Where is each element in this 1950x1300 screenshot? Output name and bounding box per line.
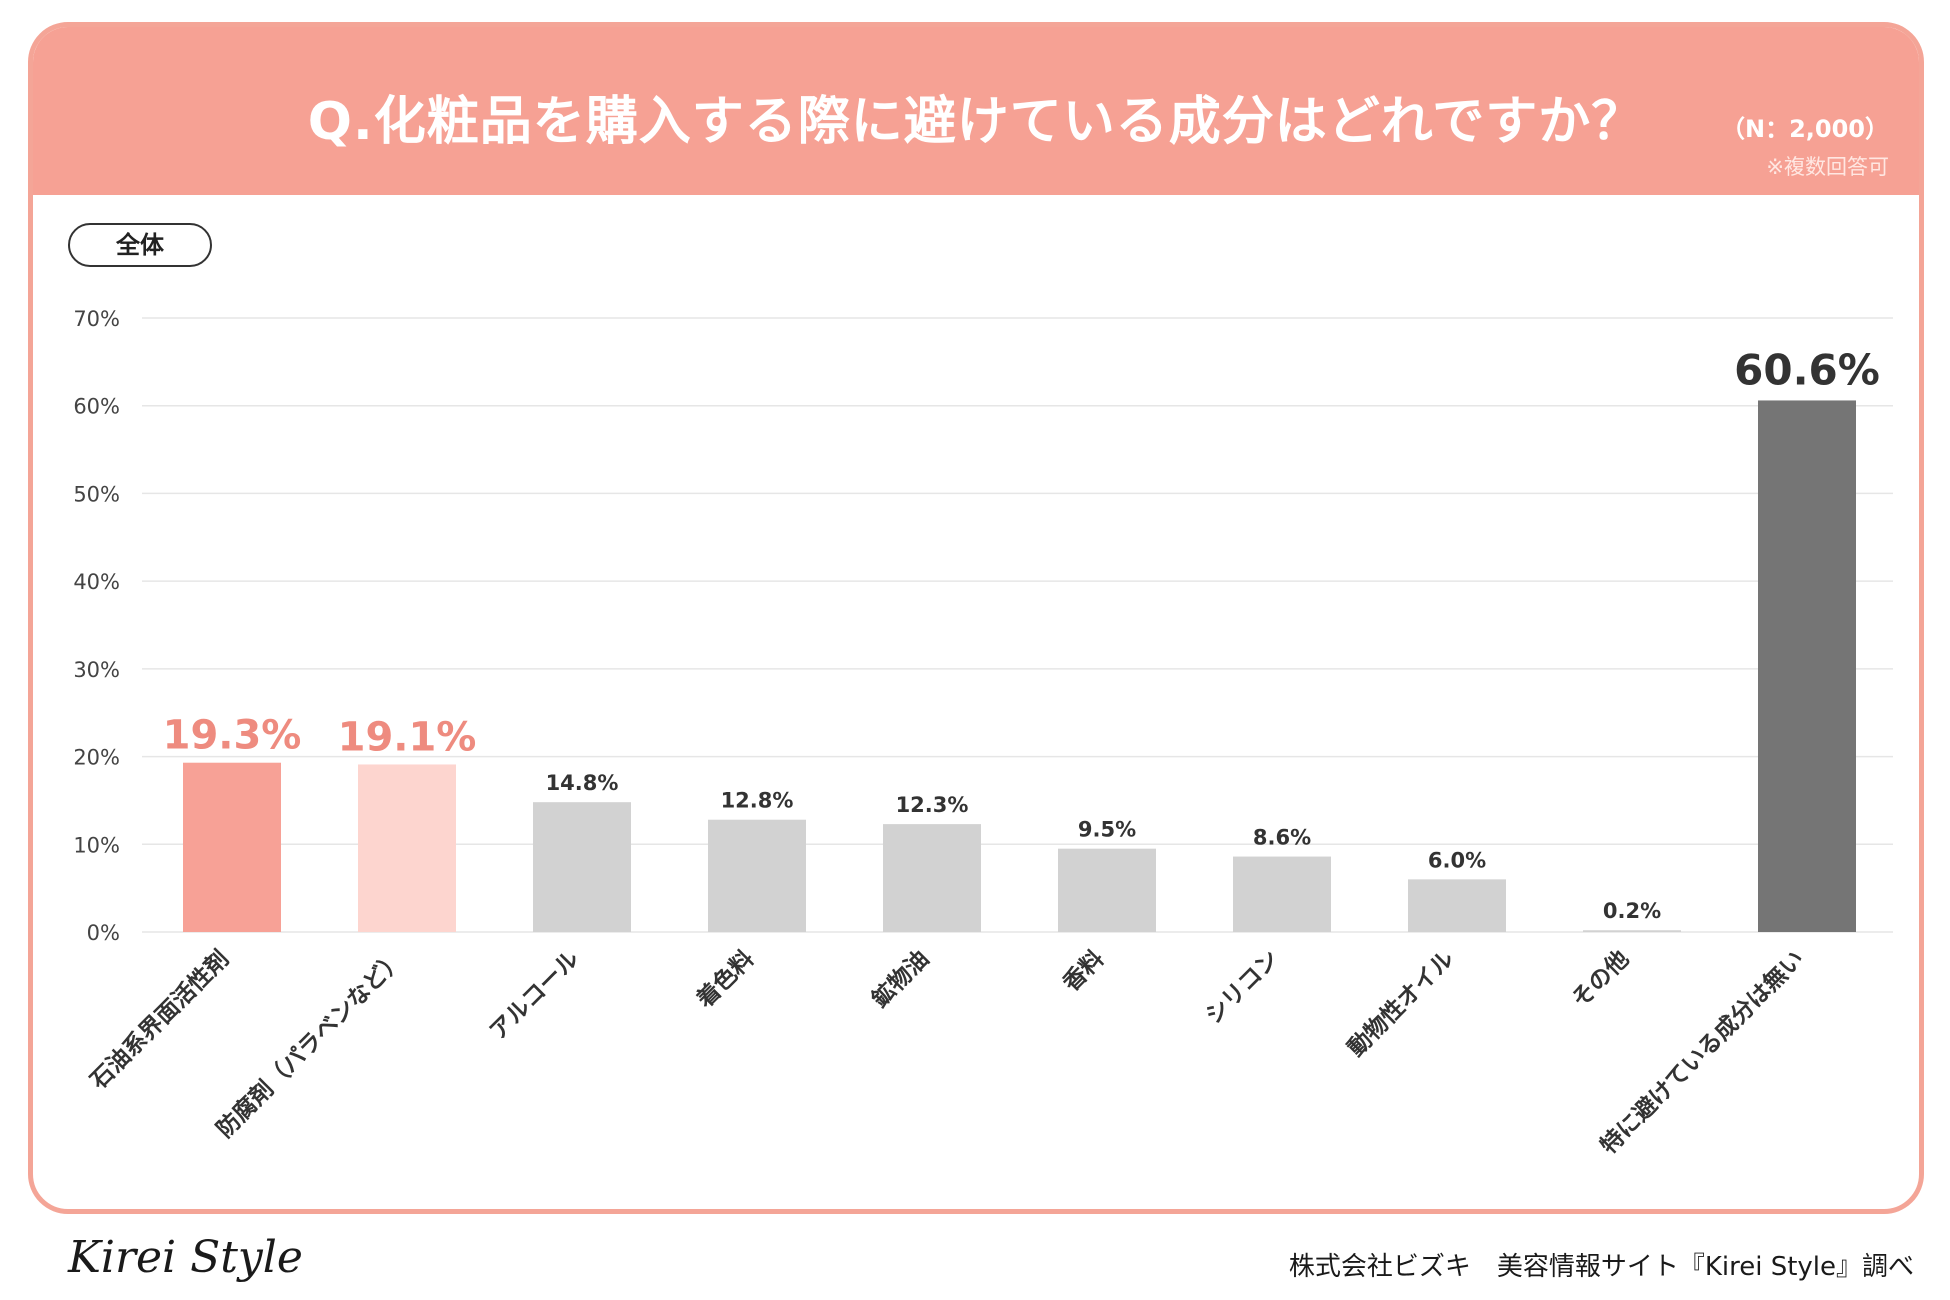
bar [358, 764, 456, 932]
x-tick-label: シリコン [1201, 946, 1284, 1029]
data-label: 8.6% [1253, 826, 1311, 850]
bar [1233, 856, 1331, 932]
filter-pill-all[interactable]: 全体 [68, 223, 212, 267]
x-tick-label: 石油系界面活性剤 [84, 945, 234, 1095]
bar [883, 824, 981, 932]
y-tick-label: 60% [73, 395, 120, 419]
bar [183, 762, 281, 932]
data-label: 12.3% [896, 793, 969, 817]
chart-card: Q.化粧品を購入する際に避けている成分はどれですか？ （N：2,000） ※複数… [28, 22, 1924, 1214]
data-label: 60.6% [1734, 345, 1880, 394]
y-tick-label: 30% [73, 658, 120, 682]
x-tick-label: 香料 [1058, 946, 1109, 997]
x-tick-label: その他 [1567, 946, 1634, 1013]
data-label: 6.0% [1428, 848, 1486, 872]
data-label: 14.8% [546, 771, 619, 795]
data-label: 19.1% [338, 714, 477, 760]
bar [533, 802, 631, 932]
bar [1408, 879, 1506, 932]
kirei-style-logo: Kirei Style [68, 1232, 303, 1283]
y-tick-label: 50% [73, 482, 120, 506]
y-tick-label: 20% [73, 746, 120, 770]
header-banner: Q.化粧品を購入する際に避けている成分はどれですか？ （N：2,000） ※複数… [33, 27, 1919, 195]
chart-title: Q.化粧品を購入する際に避けている成分はどれですか？ [307, 92, 1645, 152]
x-tick-label: 鉱物油 [866, 945, 934, 1013]
bar [1058, 848, 1156, 932]
bar [1758, 400, 1856, 932]
y-tick-label: 0% [87, 921, 120, 945]
x-tick-label: 特に避けている成分は無い [1595, 945, 1809, 1159]
data-label: 0.2% [1603, 899, 1661, 923]
x-tick-label: 防腐剤（パラベンなど） [211, 945, 409, 1143]
bar [708, 819, 806, 932]
y-tick-label: 40% [73, 570, 120, 594]
sample-size-label: （N：2,000） [1721, 115, 1889, 143]
x-tick-label: 着色料 [691, 945, 759, 1013]
data-label: 19.3% [163, 713, 302, 759]
bar [1583, 930, 1681, 932]
data-label: 9.5% [1078, 818, 1136, 842]
y-tick-label: 10% [73, 833, 120, 857]
x-tick-label: アルコール [485, 946, 584, 1045]
y-tick-label: 70% [73, 307, 120, 331]
x-tick-label: 動物性オイル [1343, 945, 1460, 1062]
multiple-answer-note: ※複数回答可 [1766, 155, 1889, 179]
data-label: 12.8% [721, 789, 794, 813]
source-credit: 株式会社ビズキ 美容情報サイト『Kirei Style』調べ [1288, 1252, 1914, 1282]
